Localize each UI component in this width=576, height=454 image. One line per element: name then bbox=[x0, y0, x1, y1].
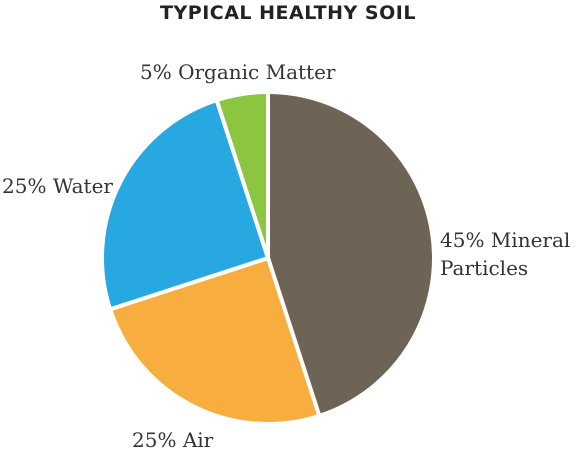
category-label: Air bbox=[182, 428, 214, 452]
category-label: Mineral Particles bbox=[440, 228, 571, 280]
pie-slice bbox=[266, 90, 436, 418]
category-label: Organic Matter bbox=[178, 60, 336, 84]
pie-slice bbox=[108, 256, 322, 426]
value-label: 25% bbox=[2, 174, 47, 198]
slice-label: 5% Organic Matter bbox=[140, 58, 336, 86]
slice-label: 45% Mineral Particles bbox=[440, 226, 576, 282]
value-label: 45% bbox=[440, 228, 485, 252]
category-label: Water bbox=[52, 174, 113, 198]
slice-label: 25% Air bbox=[132, 426, 213, 454]
pie-slice bbox=[100, 98, 270, 312]
value-label: 25% bbox=[132, 428, 177, 452]
chart-title: TYPICAL HEALTHY SOIL bbox=[160, 2, 416, 24]
pie-slice bbox=[214, 90, 270, 260]
slice-label: 25% Water bbox=[2, 172, 113, 200]
value-label: 5% bbox=[140, 60, 172, 84]
